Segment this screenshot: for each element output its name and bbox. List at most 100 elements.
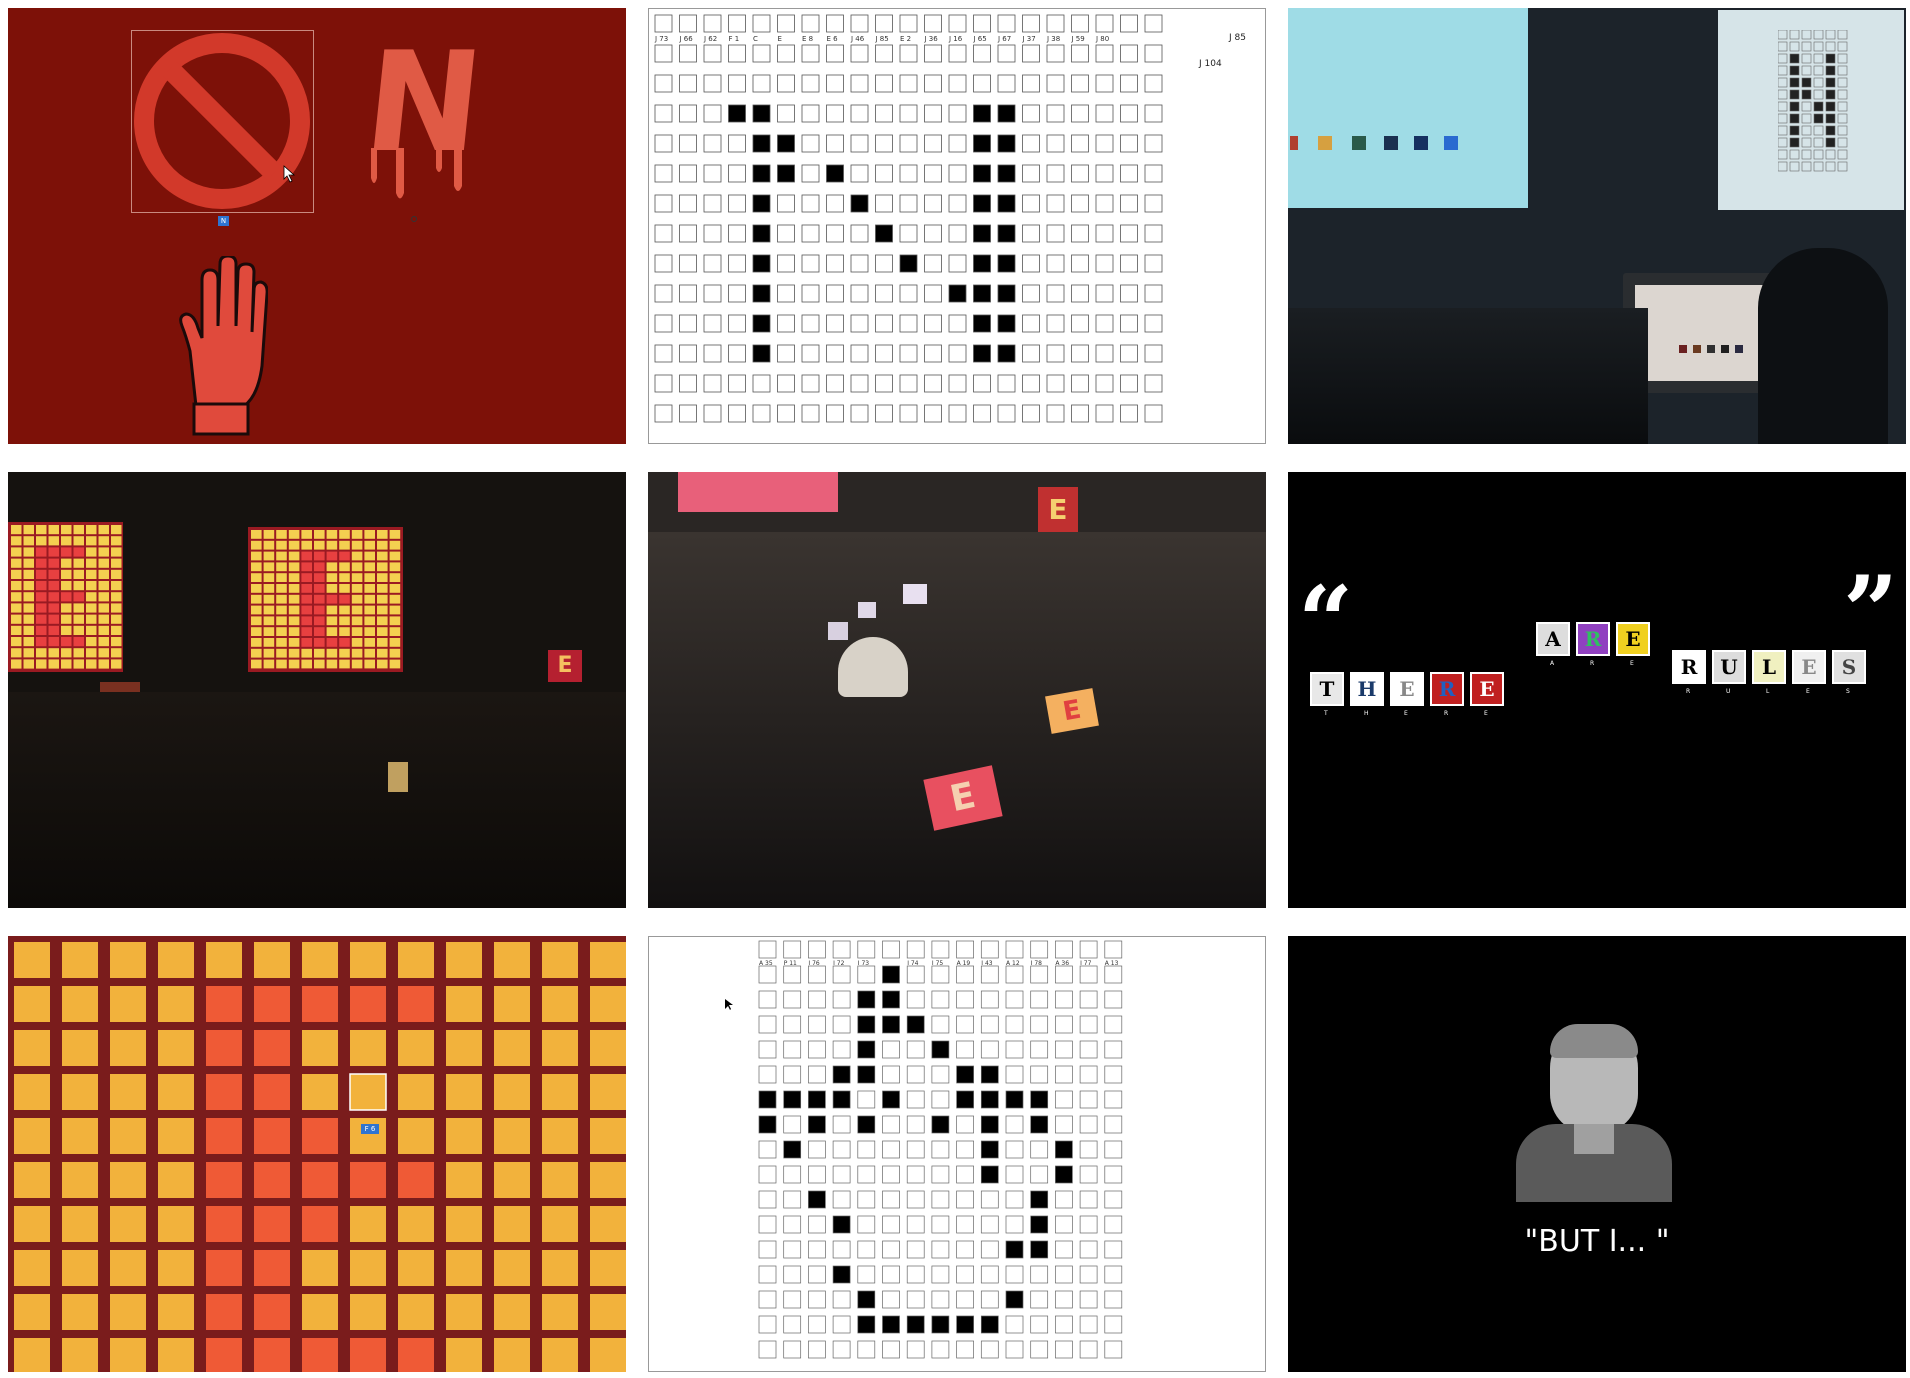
grid-cell (14, 1118, 50, 1154)
seat-cell (752, 134, 771, 153)
grid-cell (302, 1206, 338, 1242)
seat-cell (1120, 44, 1138, 63)
seat-cell (882, 1140, 900, 1159)
seat-label: C (753, 35, 758, 43)
seat-cell (801, 14, 820, 33)
grid-cell (206, 942, 242, 978)
seat-cell (973, 374, 991, 393)
grid-cell (350, 1162, 386, 1198)
seat-cell (1144, 134, 1163, 153)
seat-cell (956, 1040, 974, 1059)
seat-cell (973, 344, 991, 363)
grid-cell (62, 1074, 98, 1110)
grid-cell (398, 1162, 434, 1198)
open-quote: “ (1298, 565, 1354, 678)
seat-cell (1046, 224, 1065, 243)
seat-cell (703, 284, 722, 303)
seat-cell (980, 1165, 999, 1184)
seat-cell (1030, 1090, 1049, 1109)
grid-cell (398, 1294, 434, 1330)
panel-orange-grid-e: F 6 (8, 936, 626, 1372)
seat-cell (1005, 1065, 1024, 1084)
seat-cell (931, 1090, 950, 1109)
seat-cell (826, 374, 844, 393)
seat-cell (1005, 1165, 1024, 1184)
grid-cell (158, 1162, 194, 1198)
seat-cell (801, 194, 820, 213)
seat-cell (1104, 1265, 1123, 1284)
seat-cell (826, 284, 844, 303)
seat-cell (1005, 1015, 1024, 1034)
seat-cell (679, 254, 697, 273)
seat-cell (679, 284, 697, 303)
seat-cell (826, 44, 844, 63)
grid-cell (206, 1206, 242, 1242)
grid-cell (158, 1250, 194, 1286)
selection-box[interactable] (131, 30, 314, 213)
left-screen (1288, 8, 1528, 208)
seat-cell (1095, 374, 1114, 393)
seat-cell (980, 1065, 999, 1084)
grid-cell (254, 942, 290, 978)
seat-cell (679, 374, 697, 393)
seat-cell (1030, 1290, 1049, 1309)
seat-cell (808, 1215, 826, 1234)
grid-cell (542, 1250, 578, 1286)
seat-cell (857, 1265, 876, 1284)
seat-cell (752, 314, 771, 333)
seat-cell (808, 1190, 826, 1209)
seat-cell (1022, 254, 1040, 273)
panel-portrait-but-i: "BUT I... " (1288, 936, 1906, 1372)
seat-cell (906, 1040, 925, 1059)
seat-cell (850, 314, 869, 333)
seat-cell (906, 1315, 925, 1334)
seat-cell (654, 284, 673, 303)
grid-cell (350, 1030, 386, 1066)
seat-cell (1095, 194, 1114, 213)
right-screen (1718, 10, 1904, 210)
seat-cell (728, 104, 746, 123)
seat-cell (728, 134, 746, 153)
seat-cell (1071, 134, 1089, 153)
grid-cell (302, 1162, 338, 1198)
seat-cell (758, 990, 777, 1009)
grid-cell (254, 986, 290, 1022)
seat-cell (924, 134, 942, 153)
seat-cell (826, 74, 844, 93)
seat-cell (826, 404, 844, 423)
grid-cell (350, 1294, 386, 1330)
seat-cell (832, 1290, 851, 1309)
hand-icon[interactable] (168, 256, 268, 436)
seat-cell (973, 284, 991, 303)
seat-cell (956, 1115, 974, 1134)
seat-cell (1104, 1240, 1123, 1259)
grid-cell (446, 1162, 482, 1198)
seat-cell (1030, 1065, 1049, 1084)
seat-cell (783, 1165, 802, 1184)
seat-label: I 43 (981, 960, 992, 967)
letter-tile: R (1576, 622, 1610, 656)
seat-cell (1144, 104, 1163, 123)
grid-cell (446, 1206, 482, 1242)
grid-cell (62, 1294, 98, 1330)
seat-cell (808, 1315, 826, 1334)
letter-tile: L (1752, 650, 1786, 684)
seat-cell (948, 44, 967, 63)
seat-cell (997, 74, 1016, 93)
grid-cell (206, 986, 242, 1022)
seat-cell (931, 1040, 950, 1059)
seat-cell (906, 1015, 925, 1034)
seat-cell (857, 1340, 876, 1359)
seat-cell (808, 1265, 826, 1284)
seat-label: E 6 (827, 35, 839, 43)
grid-cell (302, 942, 338, 978)
seat-cell (832, 1165, 851, 1184)
seat-cell (997, 284, 1016, 303)
seat-cell (924, 344, 942, 363)
seat-cell (997, 44, 1016, 63)
seat-cell (906, 1265, 925, 1284)
seat-cell (1046, 74, 1065, 93)
seat-cell (931, 1340, 950, 1359)
seat-cell (956, 1240, 974, 1259)
seat-label: E 8 (802, 35, 813, 43)
